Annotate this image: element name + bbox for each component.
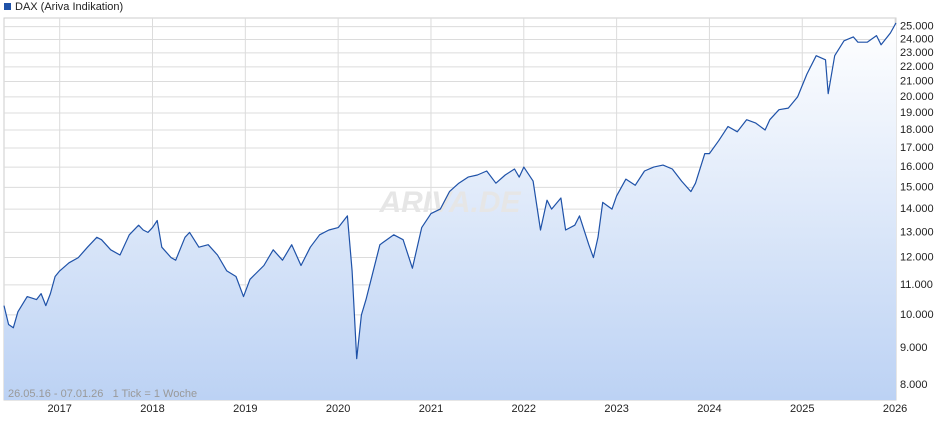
x-tick-label: 2019 (233, 403, 257, 415)
y-tick-label: 14.000 (900, 203, 934, 215)
y-tick-label: 11.000 (900, 279, 933, 291)
y-tick-label: 21.000 (900, 75, 934, 87)
x-tick-label: 2023 (604, 403, 628, 415)
x-tick-label: 2024 (697, 403, 721, 415)
area (4, 22, 896, 401)
y-tick-label: 12.000 (900, 251, 934, 263)
y-tick-label: 16.000 (900, 161, 934, 173)
x-tick-label: 2021 (419, 403, 443, 415)
line (3, 22, 897, 360)
y-tick-label: 8.000 (900, 379, 928, 391)
y-tick-label: 24.000 (900, 33, 934, 45)
y-tick-label: 25.000 (900, 21, 934, 33)
y-tick-label: 23.000 (900, 47, 934, 59)
y-tick-label: 19.000 (900, 107, 934, 119)
x-tick-label: 2020 (326, 403, 350, 415)
x-tick-label: 2026 (883, 403, 907, 415)
y-tick-label: 9.000 (900, 342, 928, 354)
y-tick-label: 18.000 (900, 124, 934, 136)
y-tick-label: 15.000 (900, 181, 934, 193)
x-tick-label: 2017 (47, 403, 71, 415)
y-tick-label: 22.000 (900, 61, 934, 73)
footnote: 26.05.16 - 07.01.26 1 Tick = 1 Woche (8, 388, 197, 400)
x-tick-label: 2025 (790, 403, 814, 415)
x-tick-label: 2022 (512, 403, 536, 415)
y-tick-label: 17.000 (900, 142, 934, 154)
x-tick-label: 2018 (140, 403, 164, 415)
y-tick-label: 10.000 (900, 309, 934, 321)
y-tick-label: 20.000 (900, 91, 934, 103)
legend-swatch (4, 3, 11, 10)
y-tick-label: 13.000 (900, 226, 934, 238)
legend-label: DAX (Ariva Indikation) (15, 1, 123, 13)
